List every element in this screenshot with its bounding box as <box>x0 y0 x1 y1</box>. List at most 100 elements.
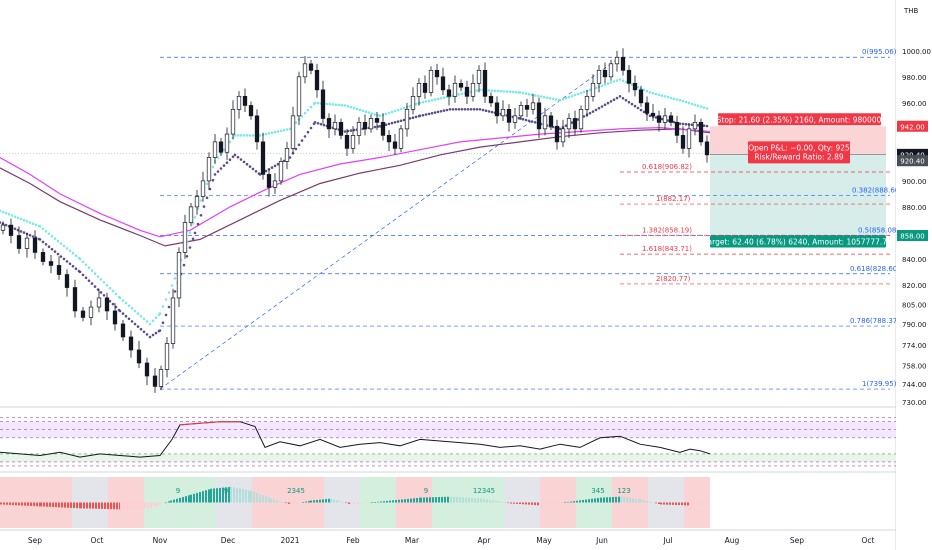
supertrend-lower-dot <box>108 299 112 303</box>
price-axis[interactable]: 1000.00980.00960.00900.00880.00860.00840… <box>896 0 932 550</box>
candle-body <box>596 69 602 84</box>
squeeze-bar <box>558 502 560 504</box>
supertrend-upper-dot <box>13 215 17 218</box>
squeeze-bar <box>570 501 572 503</box>
supertrend-lower-dot <box>654 116 658 119</box>
fib-label: 1(739.95) <box>862 380 897 388</box>
candle-body <box>548 115 554 127</box>
squeeze-bar <box>531 502 533 505</box>
time-axis[interactable]: Sep Oct Nov Dec 2021 Feb Mar Apr May Jun Jul Aug Sep… <box>28 536 875 545</box>
supertrend-upper-dot <box>702 106 706 109</box>
supertrend-upper-dot <box>657 93 661 97</box>
squeeze-count-label: 2345 <box>287 487 305 495</box>
candle-body <box>464 86 470 97</box>
squeeze-bar <box>185 496 187 503</box>
supertrend-upper-dot <box>114 292 118 296</box>
supertrend-upper-dot <box>551 97 555 101</box>
squeeze-bar <box>652 502 654 504</box>
supertrend-lower-dot <box>167 305 171 309</box>
squeeze-bar <box>18 502 20 506</box>
fib-levels: 0(995.06) 0.618(906.82) 0.382(888.60) 1(882… <box>159 48 902 390</box>
squeeze-bar <box>345 502 347 504</box>
supertrend-lower-dot <box>606 101 610 105</box>
candle-body <box>608 63 614 78</box>
supertrend-upper-dot <box>34 223 38 227</box>
supertrend-upper-dot <box>19 217 23 221</box>
squeeze-bar <box>519 502 521 505</box>
supertrend-upper-dot <box>561 97 565 101</box>
supertrend-upper-dot <box>118 296 122 300</box>
candle-body <box>188 206 194 223</box>
supertrend-upper-dot <box>139 314 143 318</box>
supertrend-upper-dot <box>621 79 625 82</box>
target-label-bg <box>710 235 886 248</box>
supertrend-upper-dot <box>161 305 165 308</box>
supertrend-lower-dot <box>457 108 461 111</box>
supertrend-lower-dot <box>44 243 48 246</box>
supertrend-upper-dot <box>267 132 271 135</box>
squeeze-bar <box>302 502 304 503</box>
squeeze-bar <box>293 502 295 504</box>
supertrend-upper-dot <box>396 108 400 112</box>
supertrend-lower-dot <box>151 333 155 337</box>
squeeze-bar <box>319 499 321 503</box>
squeeze-bar <box>242 489 244 503</box>
supertrend-lower-dot <box>582 115 586 118</box>
candle-body <box>650 112 656 117</box>
supertrend-upper-dot <box>384 112 388 116</box>
candle-body <box>572 118 578 130</box>
supertrend-upper-dot <box>573 93 577 97</box>
supertrend-upper-dot <box>693 103 697 107</box>
candle-body <box>16 235 22 249</box>
squeeze-bar <box>70 502 72 508</box>
time-tick: Aug <box>725 536 740 545</box>
supertrend-lower-dot <box>59 255 63 258</box>
squeeze-bar <box>365 502 367 504</box>
squeeze-bar <box>410 498 412 503</box>
squeeze-bar <box>632 498 634 503</box>
candle-body <box>80 310 86 318</box>
supertrend-upper-dot <box>337 103 341 107</box>
supertrend-upper-dot <box>251 134 255 137</box>
squeeze-bar <box>594 498 596 503</box>
supertrend-upper-dot <box>239 134 243 137</box>
risk-reward-label: Risk/Reward Ratio: 2.89 <box>754 152 843 161</box>
candle-body <box>266 174 272 188</box>
squeeze-bar <box>58 502 60 508</box>
price-tick: 840.00 <box>902 256 927 264</box>
supertrend-upper-dot <box>536 94 540 98</box>
squeeze-bar <box>618 496 620 503</box>
supertrend-lower-dot <box>636 106 640 110</box>
candle-body <box>698 121 704 143</box>
supertrend-upper-dot <box>205 182 209 185</box>
supertrend-lower-dot <box>306 130 310 134</box>
supertrend-upper-dot <box>236 134 240 137</box>
supertrend-upper-dot <box>678 98 682 102</box>
candle-body <box>416 82 422 97</box>
squeeze-bar <box>279 501 281 503</box>
squeeze-bar <box>423 497 425 503</box>
supertrend-upper-dot <box>1 210 5 214</box>
indicator-lines <box>0 78 711 339</box>
rsi-line <box>0 421 711 458</box>
supertrend-upper-dot <box>624 80 628 84</box>
supertrend-lower-dot <box>297 143 301 147</box>
supertrend-upper-dot <box>71 251 75 255</box>
supertrend-lower-dot <box>399 119 403 123</box>
squeeze-bar <box>40 502 42 507</box>
candle-body <box>144 362 150 377</box>
supertrend-upper-dot <box>276 130 280 133</box>
candle-body <box>332 121 338 130</box>
squeeze-bar <box>690 502 692 506</box>
supertrend-upper-dot <box>493 89 497 93</box>
price-axis-bg <box>896 0 932 550</box>
supertrend-lower-dot <box>521 117 525 121</box>
rsi-panel[interactable]: 80.0040.00 <box>0 417 922 467</box>
squeeze-bar <box>250 490 252 503</box>
supertrend-upper-dot <box>442 96 446 99</box>
supertrend-lower-dot <box>615 96 619 100</box>
candle-body <box>380 121 386 136</box>
squeeze-bar <box>501 502 503 503</box>
